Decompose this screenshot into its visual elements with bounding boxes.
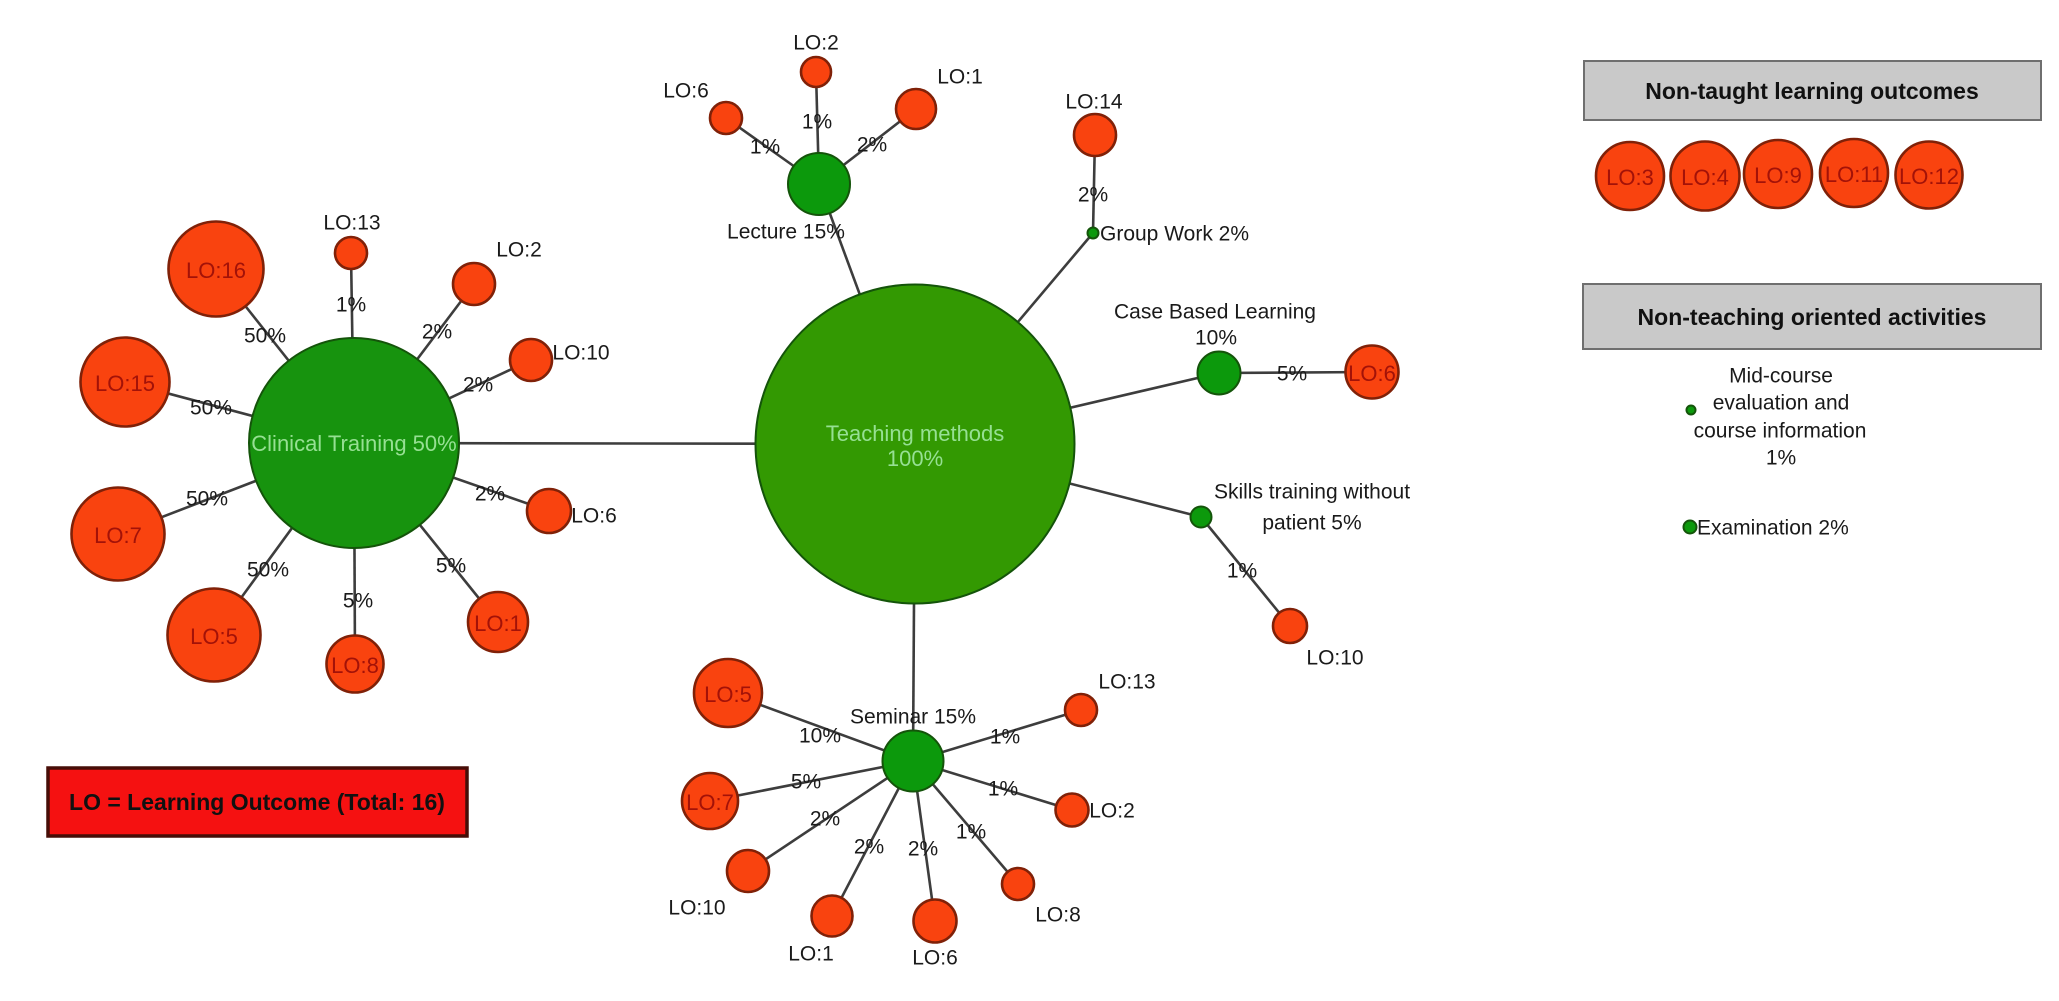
svg-text:Group Work 2%: Group Work 2% <box>1100 223 1249 246</box>
svg-text:5%: 5% <box>791 771 821 794</box>
svg-text:patient 5%: patient 5% <box>1262 512 1361 535</box>
svg-text:LO:3: LO:3 <box>1606 165 1654 190</box>
svg-text:LO:5: LO:5 <box>190 624 238 649</box>
svg-text:50%: 50% <box>247 559 289 582</box>
svg-text:2%: 2% <box>1078 184 1108 207</box>
svg-text:50%: 50% <box>190 397 232 420</box>
svg-text:LO:9: LO:9 <box>1754 163 1802 188</box>
svg-text:LO:10: LO:10 <box>1306 647 1363 670</box>
svg-text:1%: 1% <box>990 726 1020 749</box>
svg-text:2%: 2% <box>463 374 493 397</box>
svg-text:Non-teaching oriented activiti: Non-teaching oriented activities <box>1638 304 1987 330</box>
svg-text:LO:8: LO:8 <box>331 653 379 678</box>
svg-text:LO:1: LO:1 <box>937 66 983 89</box>
svg-text:10%: 10% <box>1195 327 1237 350</box>
svg-text:2%: 2% <box>475 483 505 506</box>
svg-text:5%: 5% <box>436 555 466 578</box>
svg-text:LO:10: LO:10 <box>552 342 609 365</box>
svg-text:2%: 2% <box>422 321 452 344</box>
svg-text:1%: 1% <box>956 821 986 844</box>
svg-text:Lecture 15%: Lecture 15% <box>727 221 845 244</box>
svg-text:10%: 10% <box>799 725 841 748</box>
svg-text:50%: 50% <box>244 325 286 348</box>
svg-text:LO:4: LO:4 <box>1681 165 1729 190</box>
svg-text:1%: 1% <box>988 778 1018 801</box>
svg-text:LO:16: LO:16 <box>186 258 246 283</box>
svg-text:1%: 1% <box>802 111 832 134</box>
svg-text:LO:2: LO:2 <box>793 32 839 55</box>
svg-text:2%: 2% <box>810 808 840 831</box>
svg-text:5%: 5% <box>1277 363 1307 386</box>
svg-text:LO:12: LO:12 <box>1899 164 1959 189</box>
svg-text:LO:1: LO:1 <box>788 943 834 966</box>
svg-text:Case Based Learning: Case Based Learning <box>1114 301 1316 324</box>
svg-text:LO:6: LO:6 <box>1348 361 1396 386</box>
svg-text:LO:1: LO:1 <box>474 611 522 636</box>
svg-text:5%: 5% <box>343 590 373 613</box>
svg-text:1%: 1% <box>1766 447 1796 470</box>
svg-text:Clinical Training 50%: Clinical Training 50% <box>251 431 456 456</box>
svg-text:LO:10: LO:10 <box>668 897 725 920</box>
svg-text:evaluation and: evaluation and <box>1713 392 1850 415</box>
svg-text:2%: 2% <box>854 836 884 859</box>
svg-text:Non-taught learning outcomes: Non-taught learning outcomes <box>1645 78 1979 104</box>
svg-text:100%: 100% <box>887 446 943 471</box>
svg-text:LO:11: LO:11 <box>1825 162 1883 187</box>
svg-text:LO:13: LO:13 <box>323 212 380 235</box>
svg-text:LO = Learning Outcome (Total:: LO = Learning Outcome (Total: 16) <box>69 789 445 815</box>
svg-text:LO:6: LO:6 <box>912 947 958 970</box>
svg-text:2%: 2% <box>857 134 887 157</box>
svg-text:Mid-course: Mid-course <box>1729 365 1833 388</box>
svg-text:Skills training without: Skills training without <box>1214 481 1410 504</box>
svg-text:LO:13: LO:13 <box>1098 671 1155 694</box>
svg-text:LO:2: LO:2 <box>1089 800 1135 823</box>
svg-text:Seminar 15%: Seminar 15% <box>850 706 976 729</box>
svg-text:LO:15: LO:15 <box>95 371 155 396</box>
svg-text:LO:2: LO:2 <box>496 239 542 262</box>
svg-text:LO:7: LO:7 <box>686 790 734 815</box>
svg-text:LO:14: LO:14 <box>1065 91 1123 114</box>
svg-text:LO:8: LO:8 <box>1035 904 1081 927</box>
svg-text:1%: 1% <box>1227 560 1257 583</box>
svg-text:1%: 1% <box>750 136 780 159</box>
svg-text:50%: 50% <box>186 488 228 511</box>
svg-text:Teaching methods: Teaching methods <box>826 421 1005 446</box>
svg-text:LO:6: LO:6 <box>571 505 617 528</box>
svg-text:LO:6: LO:6 <box>663 80 709 103</box>
svg-text:LO:5: LO:5 <box>704 682 752 707</box>
svg-text:LO:7: LO:7 <box>94 523 142 548</box>
svg-text:course information: course information <box>1694 420 1867 443</box>
svg-text:2%: 2% <box>908 838 938 861</box>
svg-text:1%: 1% <box>336 294 366 317</box>
svg-text:Examination 2%: Examination 2% <box>1697 517 1849 540</box>
